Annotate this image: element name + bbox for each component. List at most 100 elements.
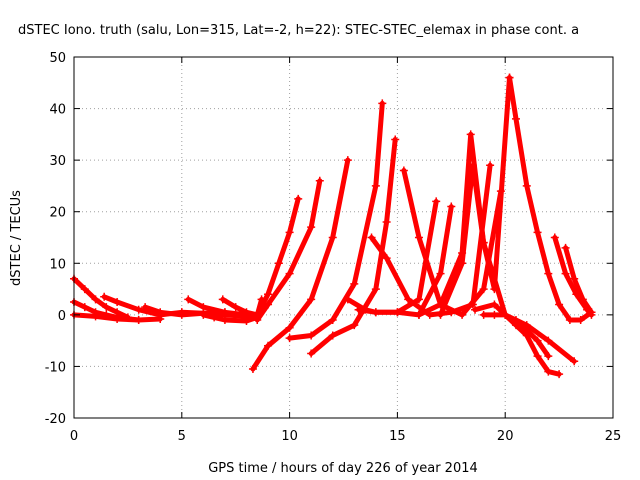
data-point: [328, 331, 337, 340]
data-point: [220, 308, 229, 317]
data-point: [393, 308, 402, 317]
x-tick-label: 5: [178, 429, 186, 444]
data-point: [285, 323, 294, 332]
series-line: [438, 162, 551, 359]
series-line: [250, 157, 351, 372]
data-point: [307, 349, 316, 358]
data-point: [511, 114, 520, 123]
data-point: [382, 254, 391, 263]
y-axis-label: dSTEC / TECUs: [9, 190, 24, 286]
data-point: [565, 316, 574, 325]
y-tick-label: 40: [49, 103, 66, 118]
data-point: [371, 181, 380, 190]
x-tick-label: 15: [389, 429, 406, 444]
data-point: [533, 228, 542, 237]
data-point: [210, 313, 219, 322]
y-tick-label: -10: [45, 360, 66, 375]
data-point: [285, 269, 294, 278]
data-point: [555, 370, 564, 379]
data-point: [414, 310, 423, 319]
data-point: [264, 300, 273, 309]
data-point: [328, 316, 337, 325]
data-point: [156, 308, 165, 317]
data-point: [522, 331, 531, 340]
data-point: [479, 238, 488, 247]
data-point: [285, 228, 294, 237]
data-point: [458, 310, 467, 319]
data-point: [274, 259, 283, 268]
data-point: [371, 308, 380, 317]
data-point: [436, 269, 445, 278]
data-point: [328, 233, 337, 242]
data-point: [307, 331, 316, 340]
data-point: [102, 303, 111, 312]
axes: 0 5 10 15 20 25 -20 -10 0 10 20 30 40 50: [45, 51, 622, 444]
data-point: [220, 316, 229, 325]
data-point: [80, 303, 89, 312]
y-tick-label: 50: [49, 51, 66, 66]
data-point: [505, 73, 514, 82]
data-point: [113, 297, 122, 306]
data-point: [177, 308, 186, 317]
data-point: [544, 269, 553, 278]
series-line: [71, 276, 131, 320]
data-point: [343, 295, 352, 304]
y-tick-label: 30: [49, 154, 66, 169]
data-point: [561, 269, 570, 278]
data-point: [479, 285, 488, 294]
data-point: [100, 292, 109, 301]
data-point: [231, 303, 240, 312]
data-point: [471, 305, 480, 314]
data-point: [113, 314, 122, 323]
data-point: [570, 274, 579, 283]
data-point: [479, 310, 488, 319]
y-tick-label: 0: [58, 309, 66, 324]
data-point: [399, 166, 408, 175]
data-point: [458, 259, 467, 268]
data-point: [570, 357, 579, 366]
data-point: [141, 303, 150, 312]
data-point: [436, 310, 445, 319]
x-axis-label: GPS time / hours of day 226 of year 2014: [208, 461, 478, 476]
data-point: [199, 310, 208, 319]
data-point: [307, 223, 316, 232]
data-point: [91, 312, 100, 321]
y-tick-label: 10: [49, 257, 66, 272]
data-point: [533, 336, 542, 345]
data-point: [522, 321, 531, 330]
series-line: [401, 168, 504, 318]
data-point: [561, 243, 570, 252]
data-point: [134, 316, 143, 325]
x-tick-label: 0: [70, 429, 78, 444]
data-point: [447, 202, 456, 211]
data-point: [285, 334, 294, 343]
x-tick-label: 25: [605, 429, 622, 444]
data-point: [490, 310, 499, 319]
data-point: [242, 317, 251, 326]
data-point: [466, 130, 475, 139]
grid-lines: [74, 57, 613, 418]
chart-title: dSTEC Iono. truth (salu, Lon=315, Lat=-2…: [18, 23, 579, 38]
data-point: [242, 308, 251, 317]
data-point: [533, 352, 542, 361]
series-line: [563, 245, 594, 315]
y-tick-label: 20: [49, 206, 66, 221]
data-point: [80, 285, 89, 294]
data-point: [578, 295, 587, 304]
data-point: [550, 233, 559, 242]
x-tick-label: 20: [497, 429, 514, 444]
data-point: [184, 295, 193, 304]
data-point: [264, 290, 273, 299]
data-point: [555, 300, 564, 309]
x-tick-label: 10: [281, 429, 298, 444]
data-point: [253, 316, 262, 325]
data-point: [587, 308, 596, 317]
series-line: [472, 302, 562, 377]
data-point: [414, 295, 423, 304]
data-point: [432, 197, 441, 206]
data-point: [350, 321, 359, 330]
data-point: [367, 233, 376, 242]
data-point: [378, 99, 387, 108]
data-point: [248, 365, 257, 374]
